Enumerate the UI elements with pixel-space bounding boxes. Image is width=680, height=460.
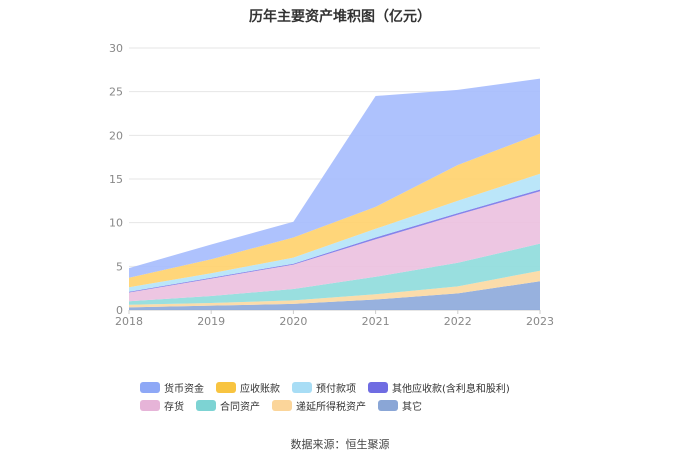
legend-label: 合同资产	[220, 401, 260, 413]
legend-swatch	[196, 399, 216, 411]
legend-label: 其他应收款(含利息和股利)	[392, 383, 510, 395]
area-series-其它	[129, 281, 540, 310]
chart-title: 历年主要资产堆积图（亿元）	[249, 9, 431, 25]
legend-item[interactable]: 应收账款	[216, 378, 280, 396]
y-tick-label: 20	[109, 129, 123, 142]
x-tick-label: 2018	[115, 315, 143, 328]
legend-swatch	[292, 381, 312, 393]
x-tick-label: 2023	[526, 315, 554, 328]
y-tick-label: 5	[116, 260, 123, 273]
stacked-areas	[129, 78, 540, 310]
area-series-货币资金	[129, 78, 540, 278]
legend-item[interactable]: 存货	[140, 396, 184, 414]
x-tick-label: 2019	[197, 315, 225, 328]
legend-item[interactable]: 预付款项	[292, 378, 356, 396]
legend-item[interactable]: 其他应收款(含利息和股利)	[368, 378, 510, 396]
x-tick-label: 2022	[444, 315, 472, 328]
legend-label: 货币资金	[164, 383, 204, 395]
legend-swatch	[140, 399, 160, 411]
area-series-应收账款	[129, 133, 540, 288]
legend-items: 货币资金 应收账款 预付款项 其他应收款(含利息和股利) 存货 合同资产 递延所得税资产 其它	[140, 378, 560, 414]
legend-swatch	[378, 399, 398, 411]
legend-label: 其它	[402, 401, 422, 413]
legend-label: 应收账款	[240, 383, 280, 395]
legend-label: 预付款项	[316, 383, 356, 395]
y-tick-label: 25	[109, 86, 123, 99]
legend-swatch	[272, 399, 292, 411]
legend-swatch	[368, 381, 388, 393]
area-series-合同资产	[129, 243, 540, 305]
area-series-递延所得税资产	[129, 270, 540, 308]
legend: 货币资金 应收账款 预付款项 其他应收款(含利息和股利) 存货 合同资产 递延所得税资产 其它	[140, 378, 560, 414]
legend-item[interactable]: 递延所得税资产	[272, 396, 366, 414]
legend-swatch	[216, 381, 236, 393]
x-tick-label: 2021	[362, 315, 390, 328]
legend-label: 递延所得税资产	[296, 401, 366, 413]
area-series-存货	[129, 191, 540, 302]
legend-swatch	[140, 381, 160, 393]
source-note: 数据来源：恒生聚源	[290, 438, 390, 451]
y-tick-label: 30	[109, 42, 123, 55]
y-tick-label: 15	[109, 173, 123, 186]
x-tick-label: 2020	[279, 315, 307, 328]
y-tick-label: 0	[116, 304, 123, 317]
legend-item[interactable]: 合同资产	[196, 396, 260, 414]
axes: 0 5 10 15 20 25 30 2018 2019 2020 2021 2022 2023	[109, 42, 554, 328]
y-tick-label: 10	[109, 217, 123, 230]
legend-label: 存货	[164, 401, 184, 413]
legend-item[interactable]: 其它	[378, 396, 422, 414]
chart-plot: 0 5 10 15 20 25 30 2018 2019 2020 2021 2022 2023	[109, 42, 554, 328]
legend-item[interactable]: 货币资金	[140, 378, 204, 396]
